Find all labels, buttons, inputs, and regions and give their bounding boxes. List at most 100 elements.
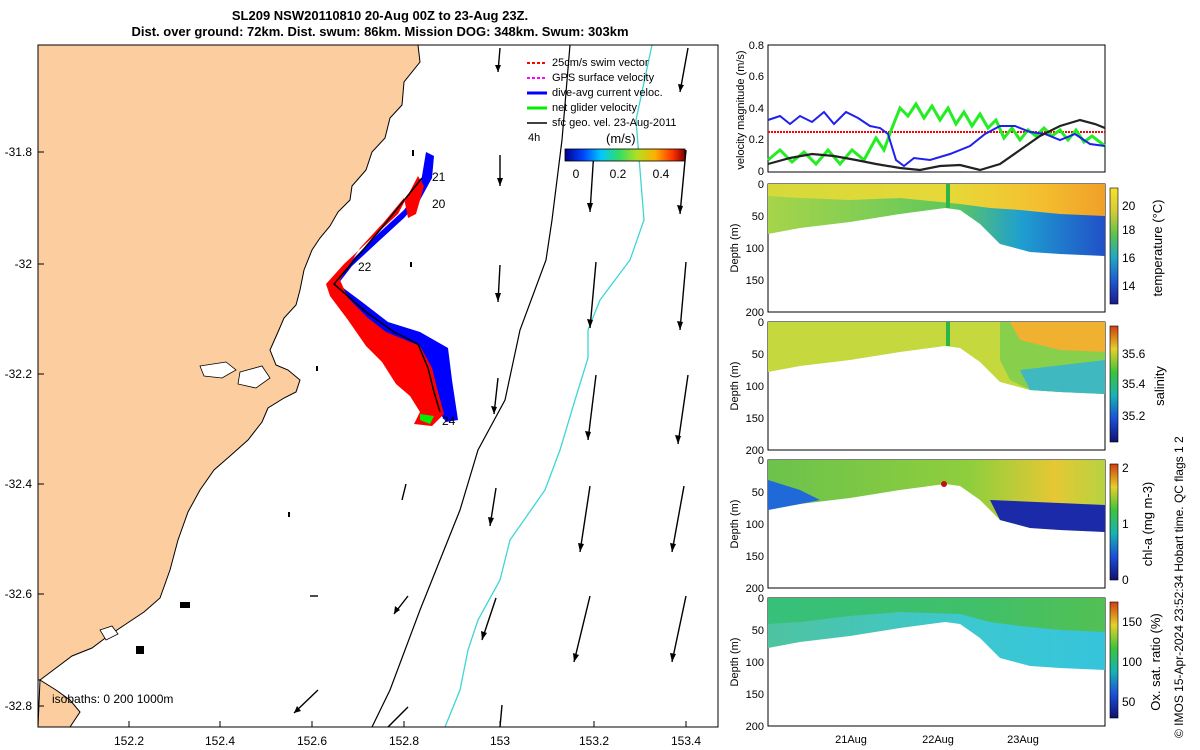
- svg-text:-32: -32: [15, 257, 33, 271]
- legend-dive-avg: dive-avg current veloc.: [527, 87, 663, 99]
- svg-text:100: 100: [1122, 655, 1142, 669]
- svg-text:0: 0: [758, 317, 764, 329]
- section-temperature: [767, 183, 1106, 313]
- svg-text:0.4: 0.4: [749, 103, 764, 115]
- svg-text:16: 16: [1122, 251, 1136, 265]
- svg-text:153.2: 153.2: [579, 734, 609, 748]
- svg-text:20: 20: [432, 197, 446, 211]
- map-legend: 25cm/s swim vector GPS surface velocity …: [527, 57, 686, 181]
- svg-text:50: 50: [1122, 695, 1136, 709]
- svg-text:0.8: 0.8: [749, 40, 764, 52]
- svg-text:18: 18: [1122, 223, 1136, 237]
- svg-text:-32.6: -32.6: [5, 587, 33, 601]
- svg-text:Depth (m): Depth (m): [729, 224, 741, 273]
- track-net-velocity: [420, 414, 434, 424]
- svg-text:200: 200: [746, 583, 764, 595]
- svg-text:25cm/s swim vector: 25cm/s swim vector: [552, 57, 649, 69]
- svg-text:50: 50: [752, 349, 764, 361]
- svg-text:35.2: 35.2: [1122, 409, 1146, 423]
- velocity-geostrophic: [767, 118, 1106, 172]
- svg-text:50: 50: [752, 487, 764, 499]
- section-chla: [767, 459, 1106, 589]
- svg-text:0: 0: [758, 179, 764, 191]
- svg-text:Depth (m): Depth (m): [729, 500, 741, 549]
- svg-text:GPS surface velocity: GPS surface velocity: [552, 72, 655, 84]
- svg-text:150: 150: [1122, 615, 1142, 629]
- speed-colorbar-unit: (m/s): [606, 131, 636, 146]
- svg-text:22Aug: 22Aug: [922, 734, 954, 746]
- svg-text:100: 100: [746, 381, 764, 393]
- day-labels: 21 20 22 24: [358, 170, 456, 428]
- isobaths-label: isobaths: 0 200 1000m: [52, 692, 173, 706]
- svg-text:0: 0: [758, 455, 764, 467]
- svg-text:Ox. sat. ratio (%): Ox. sat. ratio (%): [1148, 613, 1163, 711]
- velocity-dive-avg: [767, 110, 1106, 168]
- svg-text:0.4: 0.4: [653, 167, 670, 181]
- colorbar-oxygen: 50 100 150 Ox. sat. ratio (%): [1109, 601, 1163, 719]
- svg-text:21Aug: 21Aug: [835, 734, 867, 746]
- svg-text:20: 20: [1122, 199, 1136, 213]
- svg-text:0: 0: [1122, 573, 1129, 587]
- svg-text:24: 24: [442, 414, 456, 428]
- time-axis: 21Aug 22Aug 23Aug: [835, 734, 1039, 746]
- svg-text:0.6: 0.6: [749, 71, 764, 83]
- legend-gps-velocity: GPS surface velocity: [527, 72, 655, 84]
- svg-text:35.4: 35.4: [1122, 377, 1146, 391]
- interval-label: 4h: [528, 132, 540, 144]
- section-oxygen: [767, 597, 1106, 727]
- svg-text:0: 0: [573, 167, 580, 181]
- legend-net-velocity: net glider velocity: [527, 102, 637, 114]
- colorbar-chla: 0 1 2 chl-a (mg m-3): [1109, 461, 1155, 587]
- svg-text:0.2: 0.2: [749, 134, 764, 146]
- colorbar-temperature: 14 16 18 20 temperature (°C): [1109, 187, 1165, 305]
- shoal-markers: [136, 150, 414, 654]
- velocity-y-axis: 0 0.2 0.4 0.6 0.8: [749, 40, 764, 178]
- svg-text:sfc geo. vel. 23-Aug-2011: sfc geo. vel. 23-Aug-2011: [552, 117, 677, 129]
- section-ylabels: Depth (m) Depth (m) Depth (m) Depth (m): [729, 224, 741, 687]
- svg-text:152.6: 152.6: [297, 734, 327, 748]
- svg-text:200: 200: [746, 307, 764, 319]
- svg-text:152.2: 152.2: [114, 734, 144, 748]
- speed-colorbar: [564, 148, 686, 162]
- svg-text:salinity: salinity: [1152, 366, 1167, 406]
- svg-text:Depth (m): Depth (m): [729, 638, 741, 687]
- svg-text:-32.2: -32.2: [5, 367, 33, 381]
- legend-geostrophic: sfc geo. vel. 23-Aug-2011: [527, 117, 677, 129]
- section-y-ticks: 0 50 100 150 200 0 50 100 150 200 0 50 100 150 200 0…: [746, 179, 764, 733]
- svg-text:100: 100: [746, 519, 764, 531]
- velocity-net: [767, 101, 1106, 167]
- section-salinity: [767, 321, 1106, 451]
- svg-text:152.4: 152.4: [205, 734, 235, 748]
- land-mass: [38, 45, 421, 681]
- svg-text:200: 200: [746, 721, 764, 733]
- svg-text:50: 50: [752, 211, 764, 223]
- track-path: [332, 177, 441, 413]
- svg-text:chl-a (mg m-3): chl-a (mg m-3): [1140, 482, 1155, 567]
- velocity-ylabel: velocity magnitude (m/s): [735, 50, 747, 169]
- svg-text:150: 150: [746, 551, 764, 563]
- svg-text:150: 150: [746, 689, 764, 701]
- svg-text:0: 0: [758, 166, 764, 178]
- map-tick-marks: [38, 151, 687, 727]
- map-y-axis: -31.8 -32 -32.2 -32.4 -32.6 -32.8: [5, 145, 33, 713]
- svg-text:Depth (m): Depth (m): [729, 362, 741, 411]
- svg-text:21: 21: [432, 170, 446, 184]
- svg-text:200: 200: [746, 445, 764, 457]
- svg-text:temperature (°C): temperature (°C): [1150, 200, 1165, 297]
- svg-text:2: 2: [1122, 461, 1129, 475]
- svg-text:0: 0: [758, 593, 764, 605]
- track-dive-avg-current: [330, 152, 458, 422]
- svg-text:net glider velocity: net glider velocity: [552, 102, 637, 114]
- map-panel: 21 20 22 24 isobaths: 0 200 1000m 152.2 …: [5, 44, 719, 748]
- svg-text:100: 100: [746, 243, 764, 255]
- colorbar-salinity: 35.2 35.4 35.6 salinity: [1109, 325, 1167, 443]
- svg-text:50: 50: [752, 625, 764, 637]
- page-title: SL209 NSW20110810 20-Aug 00Z to 23-Aug 2…: [0, 8, 760, 40]
- svg-text:-31.8: -31.8: [5, 145, 33, 159]
- legend-swim-vector: 25cm/s swim vector: [527, 57, 649, 69]
- svg-text:100: 100: [746, 657, 764, 669]
- svg-text:23Aug: 23Aug: [1007, 734, 1039, 746]
- svg-text:0.2: 0.2: [610, 167, 627, 181]
- track-swim-vector: [326, 176, 444, 426]
- svg-text:150: 150: [746, 413, 764, 425]
